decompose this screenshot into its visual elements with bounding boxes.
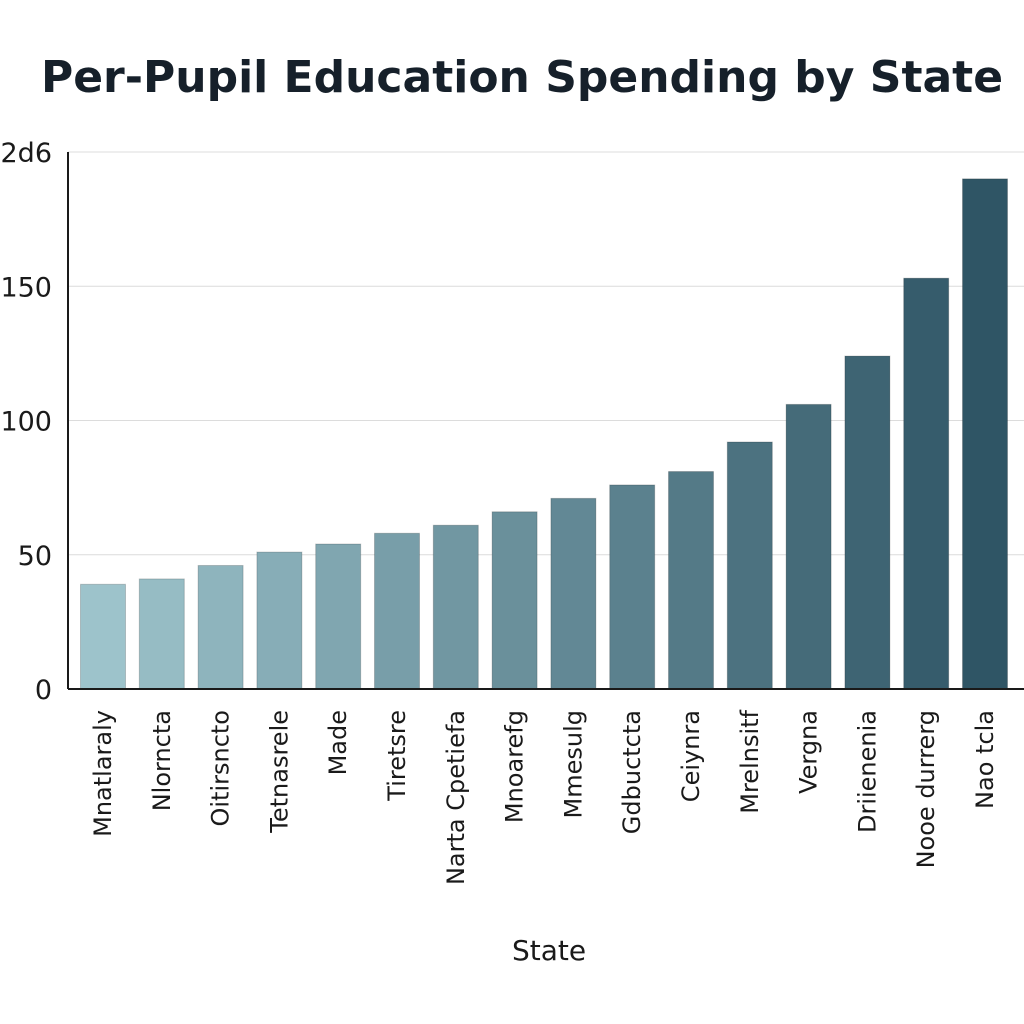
x-axis-labels: Mnatlaraly Nlorncta Oitirsncto Tetnasrele Ma…: [89, 709, 999, 885]
bar: [550, 497, 597, 690]
bar: [609, 484, 656, 690]
x-tick-label: Driienenia: [853, 710, 881, 833]
y-tick-label: 100: [0, 407, 52, 438]
x-tick-label: Gdbuctcta: [618, 710, 646, 834]
y-tick-label: 2d6: [1, 138, 53, 169]
x-tick-label: Oitirsncto: [207, 710, 235, 827]
x-tick-label: Vergna: [795, 710, 823, 794]
x-tick-label: Mnatlaraly: [89, 710, 117, 837]
bars: [80, 178, 1008, 690]
x-tick-label: Ceiynra: [677, 710, 705, 802]
bar: [80, 583, 126, 690]
x-tick-label: Nooe durrerg: [912, 710, 940, 868]
bar: [726, 441, 773, 690]
bar: [844, 355, 891, 690]
x-tick-label: Mnoarefg: [501, 710, 529, 823]
bar: [197, 564, 244, 690]
y-axis-ticks: 0 50 100 150 2d6: [0, 138, 52, 706]
bar: [668, 471, 714, 690]
x-tick-label: Nao tcla: [971, 710, 999, 809]
bar: [138, 578, 185, 690]
x-tick-label: Made: [324, 710, 352, 775]
y-tick-label: 50: [18, 541, 52, 572]
bar: [374, 532, 420, 690]
x-tick-label: Nlorncta: [148, 710, 176, 811]
y-tick-label: 150: [0, 272, 52, 303]
x-tick-label: Narta Cpetiefa: [442, 710, 470, 885]
bar: [491, 511, 538, 690]
bar: [432, 524, 479, 690]
bar: [256, 551, 303, 690]
x-tick-label: Mrelnsitf: [736, 709, 764, 813]
x-tick-label: Tiretsre: [383, 710, 411, 802]
chart-title: Per-Pupil Education Spending by State: [41, 52, 1003, 103]
bar: [962, 178, 1008, 690]
bar: [785, 403, 832, 690]
x-axis-title: State: [512, 934, 586, 967]
bar: [903, 277, 950, 690]
bar: [315, 543, 362, 690]
x-tick-label: Mmesulg: [559, 710, 587, 818]
y-tick-label: 0: [35, 675, 52, 706]
x-tick-label: Tetnasrele: [265, 710, 293, 834]
